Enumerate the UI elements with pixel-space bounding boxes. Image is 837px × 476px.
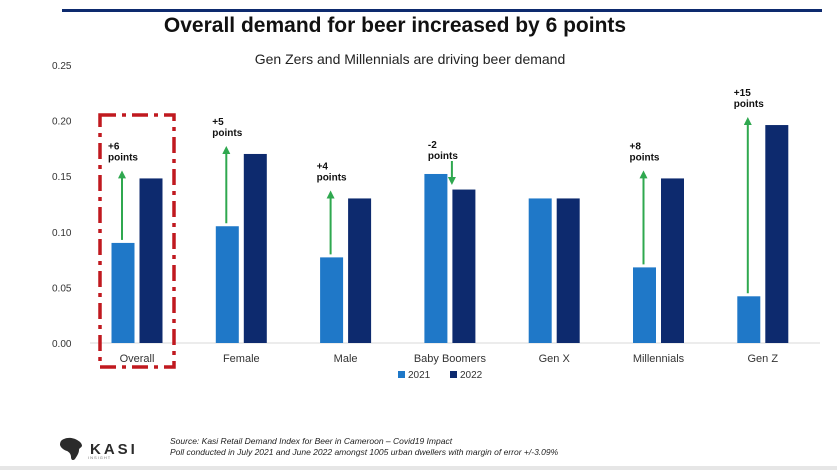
bar-chart: 0.00 0.05 0.10 0.15 0.20 0.25 Overall Female Mal… xyxy=(52,61,820,381)
change-unit-label: points xyxy=(734,99,764,110)
change-value-label: +8 xyxy=(630,141,642,152)
bar-2022 xyxy=(348,198,372,343)
x-tick-label: Baby Boomers xyxy=(414,353,487,365)
bar-2022 xyxy=(765,125,789,343)
y-tick-label: 0.20 xyxy=(52,117,72,128)
change-unit-label: points xyxy=(630,152,660,163)
chart-title: Overall demand for beer increased by 6 p… xyxy=(163,14,627,37)
x-tick-label: Millennials xyxy=(633,353,685,365)
logo-subtext: INSIGHT xyxy=(88,455,112,460)
kasi-logo: KASI INSIGHT xyxy=(58,434,158,464)
legend-swatch-2022 xyxy=(450,371,457,378)
legend-label-2021: 2021 xyxy=(408,370,431,381)
y-tick-label: 0.00 xyxy=(52,339,72,350)
legend-swatch-2021 xyxy=(398,371,405,378)
change-value-label: +5 xyxy=(212,117,224,128)
source-line-2: Poll conducted in July 2021 and June 202… xyxy=(170,447,559,457)
bar-2022 xyxy=(452,189,476,343)
y-tick-label: 0.15 xyxy=(52,172,72,183)
top-rule xyxy=(62,9,822,12)
x-tick-label: Male xyxy=(334,353,358,365)
x-tick-label: Female xyxy=(223,353,260,365)
bar-2022 xyxy=(661,178,684,343)
bar-2021 xyxy=(424,173,448,343)
africa-map-icon xyxy=(60,437,82,461)
bar-2021 xyxy=(633,267,656,343)
change-value-label: +4 xyxy=(317,161,329,172)
x-tick-label: Gen X xyxy=(539,353,571,365)
source-note: Source: Kasi Retail Demand Index for Bee… xyxy=(170,436,558,458)
change-unit-label: points xyxy=(317,172,347,183)
bar-2022 xyxy=(556,198,580,343)
chart-subtitle: Gen Zers and Millennials are driving bee… xyxy=(254,51,566,67)
change-unit-label: points xyxy=(428,151,458,162)
logo-wordmark: KASI xyxy=(90,440,138,458)
change-unit-label: points xyxy=(108,152,138,163)
x-tick-label: Gen Z xyxy=(748,353,779,365)
change-unit-label: points xyxy=(212,128,242,139)
highlight-box xyxy=(98,113,176,369)
bottom-rule xyxy=(0,466,837,470)
y-tick-label: 0.05 xyxy=(52,283,72,294)
bar-2021 xyxy=(320,257,344,343)
source-line-1: Source: Kasi Retail Demand Index for Bee… xyxy=(170,436,453,446)
change-value-label: +15 xyxy=(734,88,751,99)
bar-2021 xyxy=(215,226,239,343)
change-value-label: +6 xyxy=(108,141,120,152)
y-tick-label: 0.10 xyxy=(52,228,72,239)
legend-label-2022: 2022 xyxy=(460,370,483,381)
bar-2021 xyxy=(737,296,761,343)
x-tick-label: Overall xyxy=(120,353,155,365)
change-value-label: -2 xyxy=(428,140,437,151)
bar-2021 xyxy=(528,198,552,343)
bar-2022 xyxy=(139,178,163,343)
y-tick-label: 0.25 xyxy=(52,61,72,72)
bar-2022 xyxy=(243,153,267,343)
bar-2021 xyxy=(111,242,135,343)
